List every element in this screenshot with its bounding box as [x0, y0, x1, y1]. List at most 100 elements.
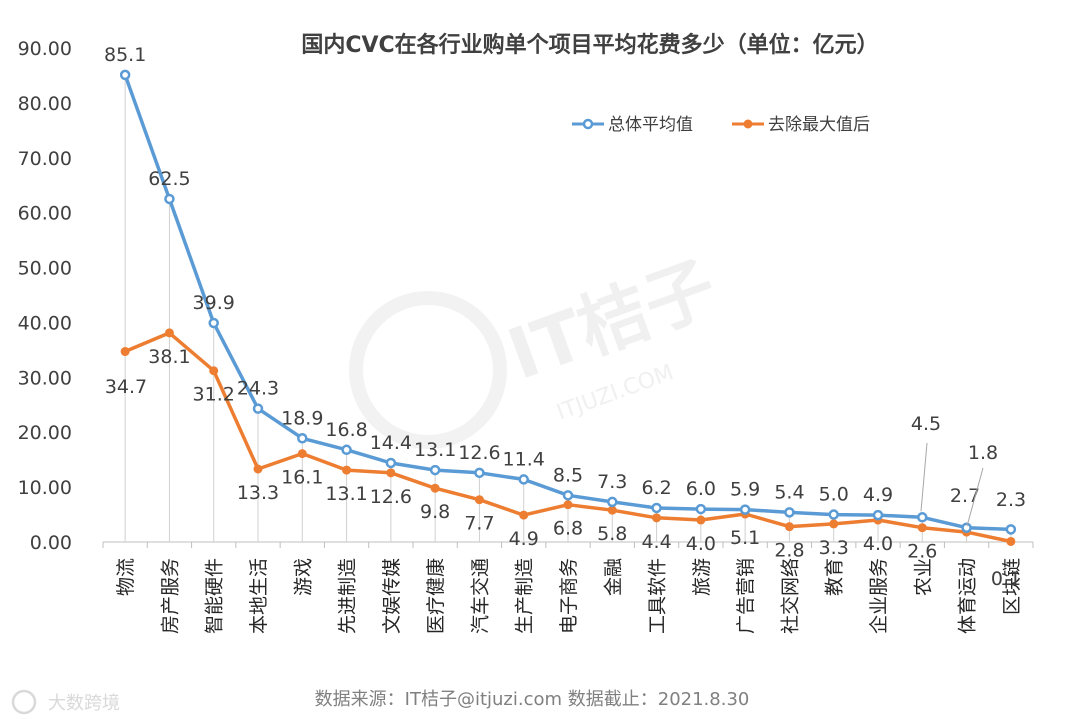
data-point-overall — [119, 69, 131, 81]
y-tick-label: 50.00 — [18, 258, 72, 280]
data-label-overall: 5.0 — [819, 484, 849, 506]
y-tick-label: 80.00 — [18, 93, 72, 115]
data-label-overall: 5.9 — [730, 479, 760, 501]
data-label-excluding-max: 34.7 — [105, 376, 147, 398]
x-category-label: 体育运动 — [957, 558, 979, 634]
data-point-overall — [961, 522, 972, 533]
data-point-overall — [607, 496, 618, 508]
data-point-excluding-max — [209, 366, 219, 376]
data-label-excluding-max: 3.3 — [819, 537, 849, 559]
data-label-overall: 4.9 — [863, 484, 893, 506]
data-label-excluding-max: 2.8 — [774, 540, 804, 562]
x-category-label: 物流 — [115, 558, 137, 596]
brand-name: 大数跨境 — [48, 693, 120, 714]
data-label-overall: 4.5 — [911, 413, 941, 435]
data-label-excluding-max: 4.9 — [509, 528, 539, 550]
x-category-label: 医疗健康 — [425, 558, 447, 634]
data-point-overall — [872, 509, 884, 521]
data-point-excluding-max — [607, 505, 617, 515]
data-label-excluding-max: 31.2 — [193, 384, 235, 406]
x-category-label: 工具软件 — [647, 558, 669, 634]
data-point-excluding-max — [164, 328, 174, 338]
data-label-excluding-max: 0.1 — [991, 568, 1021, 590]
x-category-label: 文娱传媒 — [381, 558, 403, 634]
data-label-excluding-max: 4.0 — [686, 533, 716, 555]
data-point-excluding-max — [563, 500, 573, 510]
y-tick-label: 10.00 — [18, 477, 72, 499]
x-category-label: 企业服务 — [868, 558, 890, 634]
label-leader-line — [920, 442, 928, 512]
x-category-label: 房产服务 — [159, 558, 181, 634]
data-point-excluding-max — [430, 483, 440, 493]
x-category-label: 广告营销 — [735, 558, 757, 634]
data-label-overall: 14.4 — [370, 432, 412, 454]
data-point-excluding-max — [696, 515, 706, 525]
data-point-excluding-max — [784, 522, 794, 532]
data-label-excluding-max: 5.1 — [730, 527, 760, 549]
data-label-overall: 16.8 — [325, 419, 367, 441]
data-point-excluding-max — [917, 523, 927, 533]
data-point-overall — [828, 509, 839, 520]
data-point-overall — [651, 502, 662, 514]
data-label-overall: 8.5 — [553, 464, 583, 486]
y-tick-label: 20.00 — [18, 422, 72, 444]
data-label-overall: 13.1 — [414, 439, 456, 461]
data-label-overall: 2.7 — [950, 485, 980, 507]
data-point-overall — [784, 507, 795, 518]
data-point-excluding-max — [120, 347, 130, 357]
data-point-overall — [474, 467, 485, 479]
data-label-excluding-max: 16.1 — [281, 467, 323, 489]
data-label-overall: 85.1 — [104, 44, 146, 66]
data-label-excluding-max: 2.6 — [907, 541, 937, 563]
data-point-excluding-max — [519, 510, 529, 520]
data-point-overall — [208, 317, 219, 329]
data-point-overall — [739, 504, 751, 515]
series-layer — [119, 69, 1017, 546]
data-label-excluding-max: 13.1 — [325, 483, 367, 505]
data-point-overall — [518, 474, 529, 485]
x-category-label: 旅游 — [691, 558, 713, 596]
data-label-overall: 18.9 — [281, 407, 323, 429]
brand-logo-icon — [11, 689, 37, 715]
data-label-overall: 6.2 — [641, 477, 671, 499]
data-point-overall — [917, 512, 928, 523]
label-leader-line — [966, 467, 984, 527]
data-source: 数据来源：IT桔子@itjuzi.com 数据截止：2021.8.30 — [315, 689, 750, 710]
x-axis: 物流 房产服务 智能硬件 本地生活 游戏 先进制造 文娱传媒 医疗健康 汽车交通 生产制造 电子商务… — [102, 541, 1034, 634]
data-label-overall: 7.3 — [597, 471, 627, 493]
x-category-label: 智能硬件 — [204, 558, 226, 634]
legend-item-excluding-max: 去除最大值后 — [732, 115, 870, 135]
data-point-excluding-max — [829, 519, 839, 529]
data-label-overall: 39.9 — [193, 292, 235, 314]
watermark: IT桔子 ITJUZI.COM — [349, 246, 727, 449]
data-point-overall — [1005, 524, 1017, 535]
y-tick-label: 60.00 — [18, 203, 72, 225]
data-label-excluding-max: 6.8 — [553, 518, 583, 540]
x-category-label: 先进制造 — [337, 558, 359, 634]
data-point-overall — [562, 490, 574, 501]
data-label-excluding-max: 12.6 — [370, 486, 412, 508]
data-point-overall — [695, 503, 707, 515]
y-tick-label: 90.00 — [18, 38, 72, 60]
legend-label-excluding-max: 去除最大值后 — [768, 115, 870, 135]
x-category-label: 生产制造 — [514, 558, 536, 634]
data-label-excluding-max: 9.8 — [420, 501, 450, 523]
y-tick-label: 30.00 — [18, 367, 72, 389]
data-point-overall — [252, 403, 264, 414]
x-category-label: 本地生活 — [248, 558, 270, 634]
x-category-label: 电子商务 — [558, 558, 580, 634]
data-point-overall — [341, 444, 352, 456]
y-axis: 0.00 10.00 20.00 30.00 40.00 50.00 60.00 70.00 8… — [18, 38, 72, 554]
y-tick-label: 0.00 — [30, 532, 72, 554]
x-category-label: 社交网络 — [779, 558, 801, 634]
data-label-excluding-max: 1.8 — [968, 442, 998, 464]
data-point-overall — [164, 193, 175, 205]
x-category-label: 区块链 — [1001, 558, 1023, 615]
x-category-label: 教育 — [824, 558, 846, 596]
data-label-overall: 62.5 — [148, 168, 190, 190]
data-label-excluding-max: 5.8 — [597, 523, 627, 545]
data-point-excluding-max — [652, 513, 662, 523]
data-label-excluding-max: 4.4 — [641, 531, 671, 553]
